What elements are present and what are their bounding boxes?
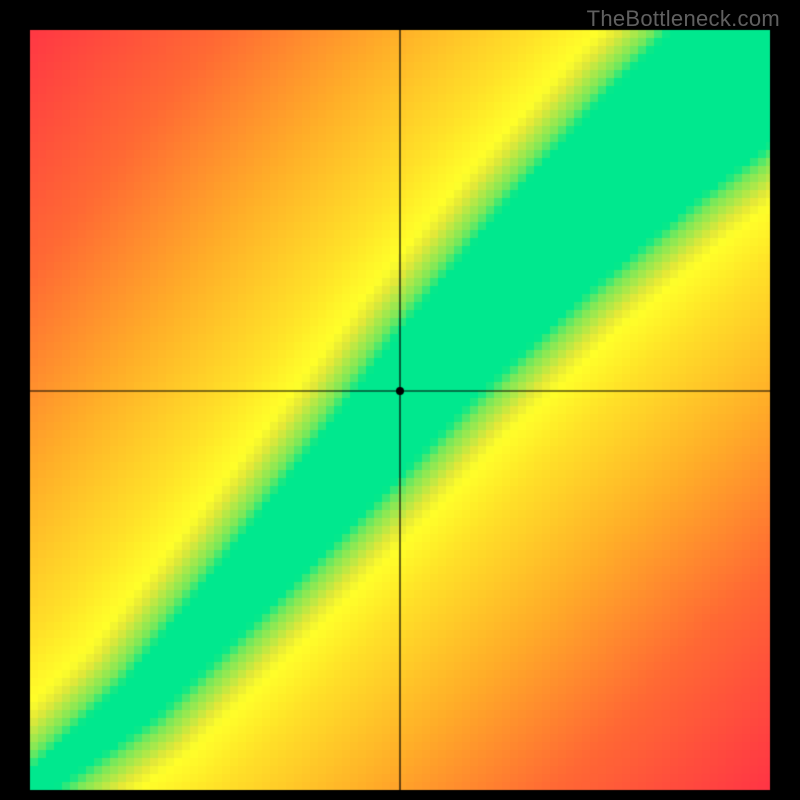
- watermark-text: TheBottleneck.com: [587, 6, 780, 32]
- chart-container: TheBottleneck.com: [0, 0, 800, 800]
- bottleneck-heatmap: [0, 0, 800, 800]
